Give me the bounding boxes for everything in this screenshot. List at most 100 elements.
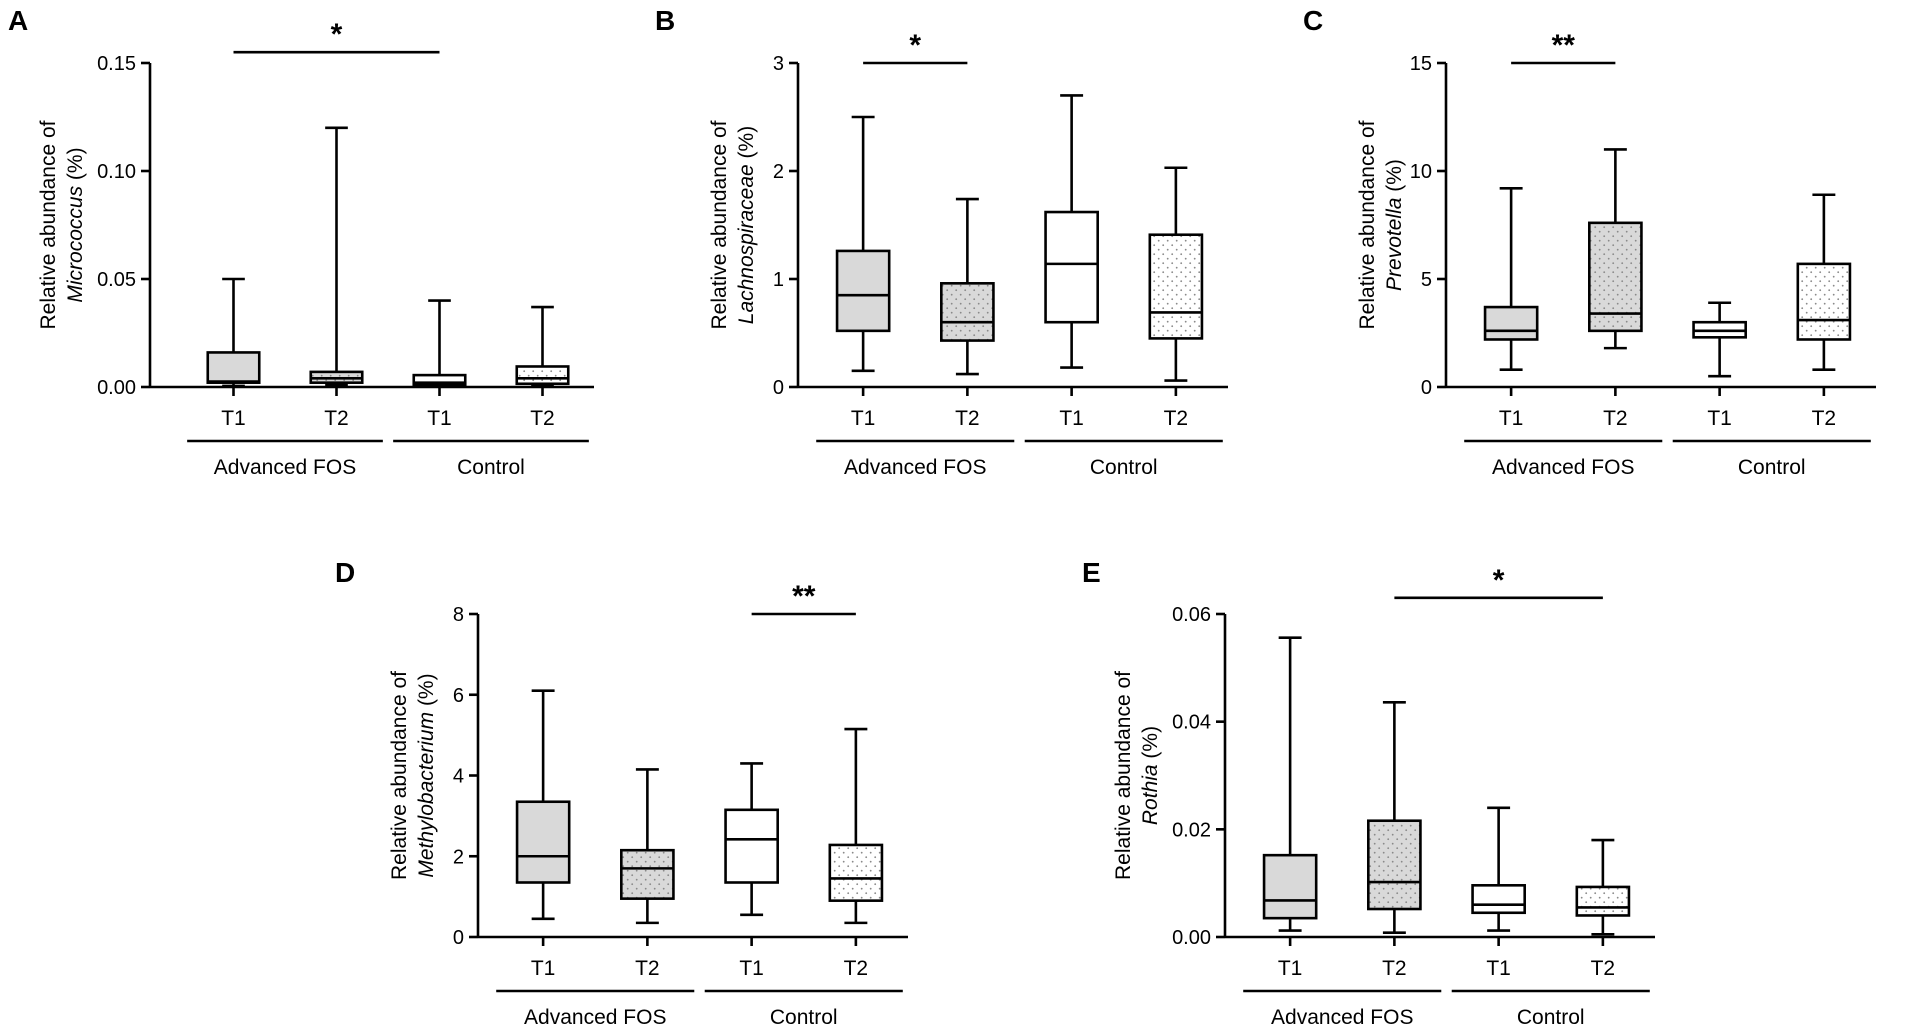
y-axis-label: Relative abundance of: [37, 120, 60, 329]
y-tick-label: 0.15: [97, 53, 136, 75]
group-label: Advanced FOS: [1492, 456, 1634, 479]
y-axis-label: Relative abundance of: [388, 671, 411, 880]
y-axis-label: Relative abundance of: [1112, 671, 1135, 880]
box-3: [412, 373, 467, 387]
y-tick-label: 0.10: [97, 161, 136, 183]
x-tick-label: T2: [844, 957, 869, 980]
y-axis-label-taxon: Methylobacterium (%): [415, 673, 438, 877]
x-tick-label: T2: [955, 407, 980, 430]
group-label: Control: [770, 1006, 838, 1026]
box-2: [620, 848, 675, 900]
significance-label: *: [909, 29, 921, 62]
panel-letter-a: A: [8, 5, 28, 36]
panel-letter-b: B: [655, 5, 675, 36]
x-tick-label: T2: [324, 407, 349, 430]
x-tick-label: T1: [1486, 957, 1511, 980]
x-tick-label: T1: [739, 957, 764, 980]
box-2: [940, 282, 995, 342]
box-4: [515, 365, 570, 386]
panel-c: 0 5 10 15 Relative abundance of Prevotella (%…: [1356, 29, 1876, 479]
box-3: [1471, 884, 1526, 915]
x-tick-label: T2: [1812, 407, 1837, 430]
y-tick-label: 0.05: [97, 269, 136, 291]
panel-e: 0.00 0.02 0.04 0.06 Relative abundance of Rot…: [1112, 564, 1655, 1026]
x-tick-label: T1: [851, 407, 876, 430]
group-label: Control: [1517, 1006, 1585, 1026]
x-tick-label: T1: [1499, 407, 1524, 430]
box-4: [1796, 262, 1852, 341]
box-1: [1262, 853, 1318, 920]
y-axis-taxon-name: Micrococcus: [64, 185, 87, 302]
y-tick-label: 3: [773, 53, 784, 75]
y-tick-label: 0: [1421, 377, 1432, 399]
y-axis-label-taxon: Rothia (%): [1139, 726, 1162, 825]
box-4: [1575, 885, 1631, 917]
significance-label: *: [331, 18, 343, 51]
significance-label: *: [1493, 564, 1505, 597]
x-tick-label: T1: [221, 407, 246, 430]
y-tick-label: 2: [453, 846, 464, 868]
box-2: [1367, 819, 1422, 911]
box-1: [1483, 305, 1539, 341]
y-axis-label-taxon: Lachnospiraceae (%): [735, 126, 758, 324]
panel-b: 0 1 2 3 Relative abundance of Lachnospiraceae…: [708, 29, 1228, 479]
group-label: Advanced FOS: [214, 456, 356, 479]
y-tick-label: 0.00: [97, 377, 136, 399]
x-tick-label: T2: [530, 407, 555, 430]
panel-letter-c: C: [1303, 5, 1323, 36]
y-tick-label: 6: [453, 685, 464, 707]
y-tick-label: 4: [453, 766, 464, 788]
y-tick-label: 0.04: [1172, 712, 1211, 734]
y-axis-unit: (%): [415, 673, 438, 712]
group-label: Control: [1738, 456, 1806, 479]
group-label: Control: [1090, 456, 1158, 479]
x-tick-label: T2: [635, 957, 660, 980]
y-tick-label: 0: [773, 377, 784, 399]
box-1: [835, 249, 891, 333]
y-axis-taxon-name: Rothia: [1139, 764, 1162, 825]
x-tick-label: T2: [1591, 957, 1616, 980]
group-label: Control: [457, 456, 525, 479]
x-tick-label: T2: [1164, 407, 1189, 430]
y-axis-label-taxon: Prevotella (%): [1383, 159, 1406, 291]
box-1: [515, 800, 571, 884]
y-tick-label: 0.02: [1172, 819, 1211, 841]
y-axis-unit: (%): [1139, 726, 1162, 765]
y-tick-label: 8: [453, 604, 464, 626]
panel-letter-e: E: [1082, 557, 1101, 588]
x-tick-label: T2: [1603, 407, 1628, 430]
y-axis-label: Relative abundance of: [708, 120, 731, 329]
y-axis-unit: (%): [64, 147, 87, 186]
y-tick-label: 0.06: [1172, 604, 1211, 626]
box-1: [206, 351, 261, 384]
y-tick-label: 0: [453, 927, 464, 949]
x-tick-label: T2: [1382, 957, 1407, 980]
y-tick-label: 10: [1410, 161, 1432, 183]
x-tick-label: T1: [1278, 957, 1303, 980]
group-label: Advanced FOS: [524, 1006, 666, 1026]
y-tick-label: 2: [773, 161, 784, 183]
y-tick-label: 15: [1410, 53, 1432, 75]
y-axis-taxon-name: Methylobacterium: [415, 712, 438, 878]
x-tick-label: T1: [427, 407, 452, 430]
y-tick-label: 5: [1421, 269, 1432, 291]
group-label: Advanced FOS: [844, 456, 986, 479]
box-3: [724, 808, 779, 884]
y-axis-label: Relative abundance of: [1356, 120, 1379, 329]
panel-d: 0 2 4 6 8 Relative abundance of Methylobacteri…: [388, 580, 908, 1026]
y-tick-label: 0.00: [1172, 927, 1211, 949]
y-tick-label: 1: [773, 269, 784, 291]
y-axis-unit: (%): [1383, 159, 1406, 198]
significance-label: **: [1552, 29, 1576, 62]
box-4: [1148, 233, 1204, 340]
group-label: Advanced FOS: [1271, 1006, 1413, 1026]
x-tick-label: T1: [1707, 407, 1732, 430]
x-tick-label: T1: [531, 957, 556, 980]
box-4: [828, 843, 884, 902]
box-3: [1044, 210, 1099, 324]
y-axis-taxon-name: Lachnospiraceae: [735, 164, 758, 324]
y-axis-taxon-name: Prevotella: [1383, 198, 1406, 291]
x-tick-label: T1: [1059, 407, 1084, 430]
panel-letter-d: D: [335, 557, 355, 588]
